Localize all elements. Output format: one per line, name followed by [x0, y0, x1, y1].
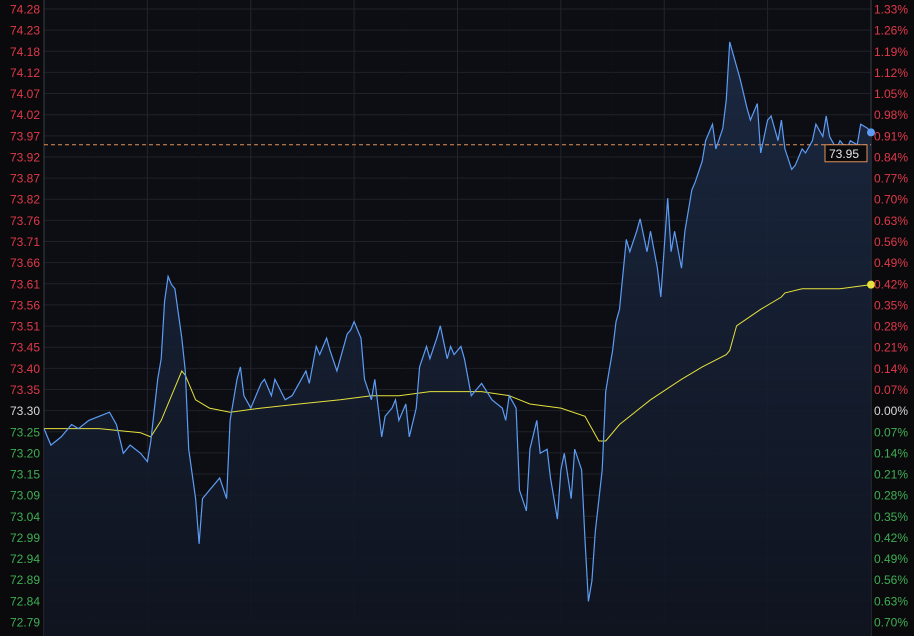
left-axis-tick-label: 74.23 [10, 24, 40, 38]
right-axis-percent-label: 0.98% [874, 108, 908, 122]
average-price-line [44, 284, 872, 442]
left-axis-tick-label: 73.56 [10, 298, 40, 312]
right-axis-percent-label: 1.33% [874, 3, 908, 17]
left-axis-tick-label: 73.04 [10, 510, 40, 524]
right-axis-percent-label: 0.56% [874, 573, 908, 587]
left-axis-tick-label: 73.66 [10, 256, 40, 270]
price-last-point-marker [867, 128, 875, 137]
left-axis-tick-label: 73.35 [10, 383, 40, 397]
right-axis-percent-label: 0.07% [874, 383, 908, 397]
right-axis-percent-label: 0.70% [874, 193, 908, 207]
right-axis-percent-label: 0.63% [874, 594, 908, 608]
price-area-fill [44, 41, 871, 636]
left-axis-tick-label: 72.94 [10, 552, 40, 566]
right-axis-percent-label: 0.63% [874, 214, 908, 228]
right-axis-percent-label: 0.28% [874, 320, 908, 334]
right-axis-percent-label: 0.42% [874, 531, 908, 545]
left-axis-tick-label: 72.99 [10, 531, 40, 545]
left-axis-tick-label: 74.02 [10, 108, 40, 122]
right-axis-percent-label: 1.05% [874, 87, 908, 101]
left-axis-tick-label: 72.84 [10, 594, 40, 608]
right-axis-percent-label: 0.49% [874, 552, 908, 566]
average-last-point-marker [867, 280, 875, 289]
right-axis-percent-label: 0.70% [874, 616, 908, 630]
left-axis-tick-label: 73.45 [10, 341, 40, 355]
right-axis-percent-label: 0.14% [874, 446, 908, 460]
right-axis-percent-label: 1.19% [874, 45, 908, 59]
left-axis-tick-label: 73.71 [10, 235, 40, 249]
tick-labels: 74.28 1.33% 74.23 1.26% 74.18 1.19% 74.12 1.12%… [10, 3, 908, 630]
right-axis-percent-label: 0.35% [874, 510, 908, 524]
right-axis-percent-label: 0.91% [874, 129, 908, 143]
left-axis-tick-label: 73.15 [10, 468, 40, 482]
left-axis-tick-label: 73.61 [10, 277, 40, 291]
right-axis-percent-label: 0.21% [874, 468, 908, 482]
left-axis-tick-label: 74.12 [10, 66, 40, 80]
right-axis-percent-label: 0.21% [874, 341, 908, 355]
price-line [43, 41, 872, 602]
right-axis-percent-label: 0.14% [874, 362, 908, 376]
left-axis-tick-label: 74.28 [10, 3, 40, 17]
right-axis-percent-label: 0.56% [874, 235, 908, 249]
left-axis-tick-label: 73.30 [10, 404, 40, 418]
left-axis-tick-label: 73.97 [10, 129, 40, 143]
right-axis-percent-label: 0.00% [874, 404, 908, 418]
right-axis-percent-label: 0.28% [874, 489, 908, 503]
right-axis-percent-label: 0.35% [874, 298, 908, 312]
left-axis-tick-label: 73.82 [10, 193, 40, 207]
right-axis-percent-label: 0.77% [874, 172, 908, 186]
left-axis-tick-label: 74.07 [10, 87, 40, 101]
left-axis-tick-label: 73.87 [10, 172, 40, 186]
right-axis-percent-label: 0.07% [874, 425, 908, 439]
left-axis-tick-label: 73.76 [10, 214, 40, 228]
right-axis-percent-label: 0.84% [874, 150, 908, 164]
left-axis-tick-label: 72.89 [10, 573, 40, 587]
left-axis-tick-label: 74.18 [10, 45, 40, 59]
current-price-label: 73.95 [829, 147, 859, 161]
left-axis-tick-label: 73.09 [10, 489, 40, 503]
left-axis-tick-label: 72.79 [10, 616, 40, 630]
right-axis-percent-label: 0.49% [874, 256, 908, 270]
current-price-label-box: 73.95 [824, 144, 868, 163]
left-axis-tick-label: 73.25 [10, 425, 40, 439]
left-axis-tick-label: 73.40 [10, 362, 40, 376]
left-axis-tick-label: 73.92 [10, 150, 40, 164]
right-axis-percent-label: 1.26% [874, 24, 908, 38]
left-axis-tick-label: 73.51 [10, 320, 40, 334]
right-axis-percent-label: 1.12% [874, 66, 908, 80]
left-axis-tick-label: 73.20 [10, 446, 40, 460]
right-axis-percent-label: 0.42% [874, 277, 908, 291]
